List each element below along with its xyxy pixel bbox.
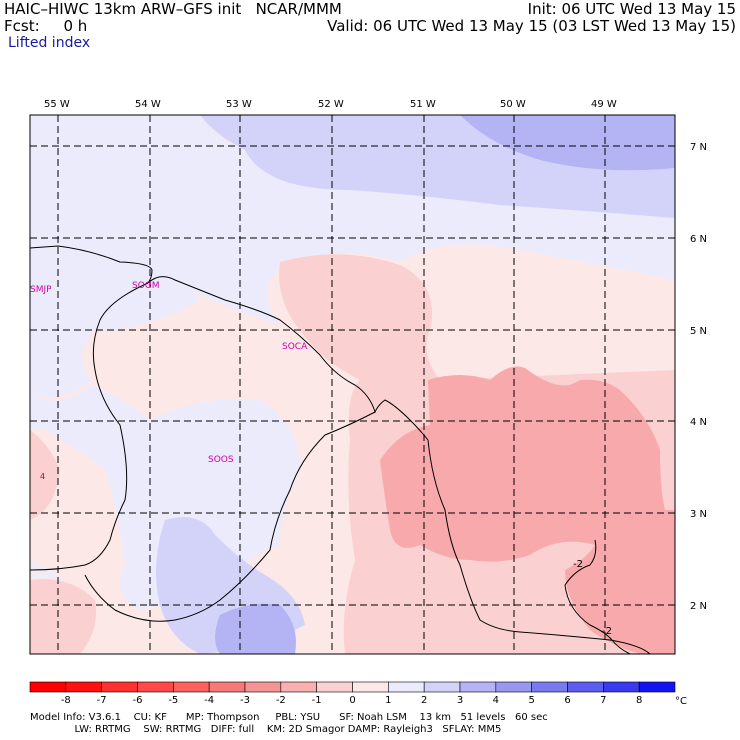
init-time: Init: 06 UTC Wed 13 May 15 (527, 0, 736, 18)
lat-label: 2 N (690, 601, 707, 612)
colorbar-swatch (101, 681, 138, 693)
colorbar-swatch (316, 681, 353, 693)
colorbar-swatch (638, 681, 676, 693)
lon-label: 51 W (410, 99, 436, 110)
colorbar-tick-label: 8 (636, 695, 642, 706)
spot-marker: 4 (40, 472, 45, 481)
lat-label: 7 N (690, 142, 707, 153)
colorbar-tick-label: 5 (528, 695, 534, 706)
colorbar-swatch (29, 681, 67, 693)
colorbar-swatch (244, 681, 282, 693)
model-info-line2: LW: RRTMG SW: RRTMG DIFF: full KM: 2D Sm… (30, 724, 502, 735)
colorbar-swatch (531, 681, 568, 693)
colorbar-swatch (137, 681, 174, 693)
lat-lon-grid (30, 115, 675, 654)
colorbar-swatch (173, 681, 210, 693)
forecast-hour: Fcst: 0 h (4, 17, 88, 35)
valid-time: Valid: 06 UTC Wed 13 May 15 (03 LST Wed … (327, 17, 736, 35)
colorbar-tick-label: 7 (600, 695, 606, 706)
lon-label: 53 W (226, 99, 252, 110)
colorbar-tick-label: -3 (240, 695, 250, 706)
colorbar-tick-label: -6 (133, 695, 143, 706)
colorbar-swatch (388, 681, 425, 693)
colorbar-swatch (280, 681, 317, 693)
colorbar-swatch (603, 681, 640, 693)
colorbar-tick-label: 4 (493, 695, 499, 706)
colorbar-tick-label: -8 (61, 695, 71, 706)
colorbar-tick-label: 3 (457, 695, 463, 706)
colorbar-swatch (495, 681, 532, 693)
field-name: Lifted index (8, 35, 91, 51)
colorbar-tick-label: -1 (312, 695, 322, 706)
colorbar-tick-label: -4 (204, 695, 214, 706)
colorbar-tick-label: 6 (564, 695, 570, 706)
colorbar-swatch (208, 681, 246, 693)
lon-label: 52 W (318, 99, 344, 110)
map-frame (29, 114, 676, 655)
lat-label: 3 N (690, 509, 707, 520)
lat-label: 5 N (690, 326, 707, 337)
colorbar-tick-label: -5 (168, 695, 178, 706)
contour-label: -2 (602, 626, 612, 637)
colorbar-tick-label: 2 (421, 695, 427, 706)
colorbar-tick-label: -7 (97, 695, 107, 706)
colorbar-tick-label: 1 (385, 695, 391, 706)
colorbar-swatch (567, 681, 604, 693)
colorbar-swatch (65, 681, 102, 693)
colorbar-tick-label: 0 (349, 695, 355, 706)
model-info-line1: Model Info: V3.6.1 CU: KF MP: Thompson P… (30, 712, 548, 723)
lon-label: 50 W (500, 99, 526, 110)
colorbar-swatch (459, 681, 497, 693)
colorbar-swatch (352, 681, 389, 693)
colorbar-unit: °C (675, 696, 687, 707)
lat-label: 6 N (690, 234, 707, 245)
lon-label: 55 W (44, 99, 70, 110)
station-label: SOOS (208, 455, 234, 465)
contour-lines (564, 539, 631, 655)
lat-label: 4 N (690, 417, 707, 428)
colorbar: -8 -7 -6 -5 -4 -3 -2 -1 0 1 2 3 4 5 6 7 8 (29, 681, 676, 706)
station-label: SOGM (132, 281, 160, 291)
lon-label: 49 W (591, 99, 617, 110)
model-title: HAIC–HIWC 13km ARW–GFS init NCAR/MMM (4, 0, 342, 18)
colorbar-tick-label: -2 (276, 695, 286, 706)
colorbar-swatch (423, 681, 461, 693)
station-label: SMJP (30, 285, 52, 295)
shaded-field (30, 115, 675, 654)
coastlines-borders (29, 245, 651, 655)
contour-label: -2 (573, 559, 583, 570)
lon-label: 54 W (135, 99, 161, 110)
station-label: SOCA (282, 342, 308, 352)
